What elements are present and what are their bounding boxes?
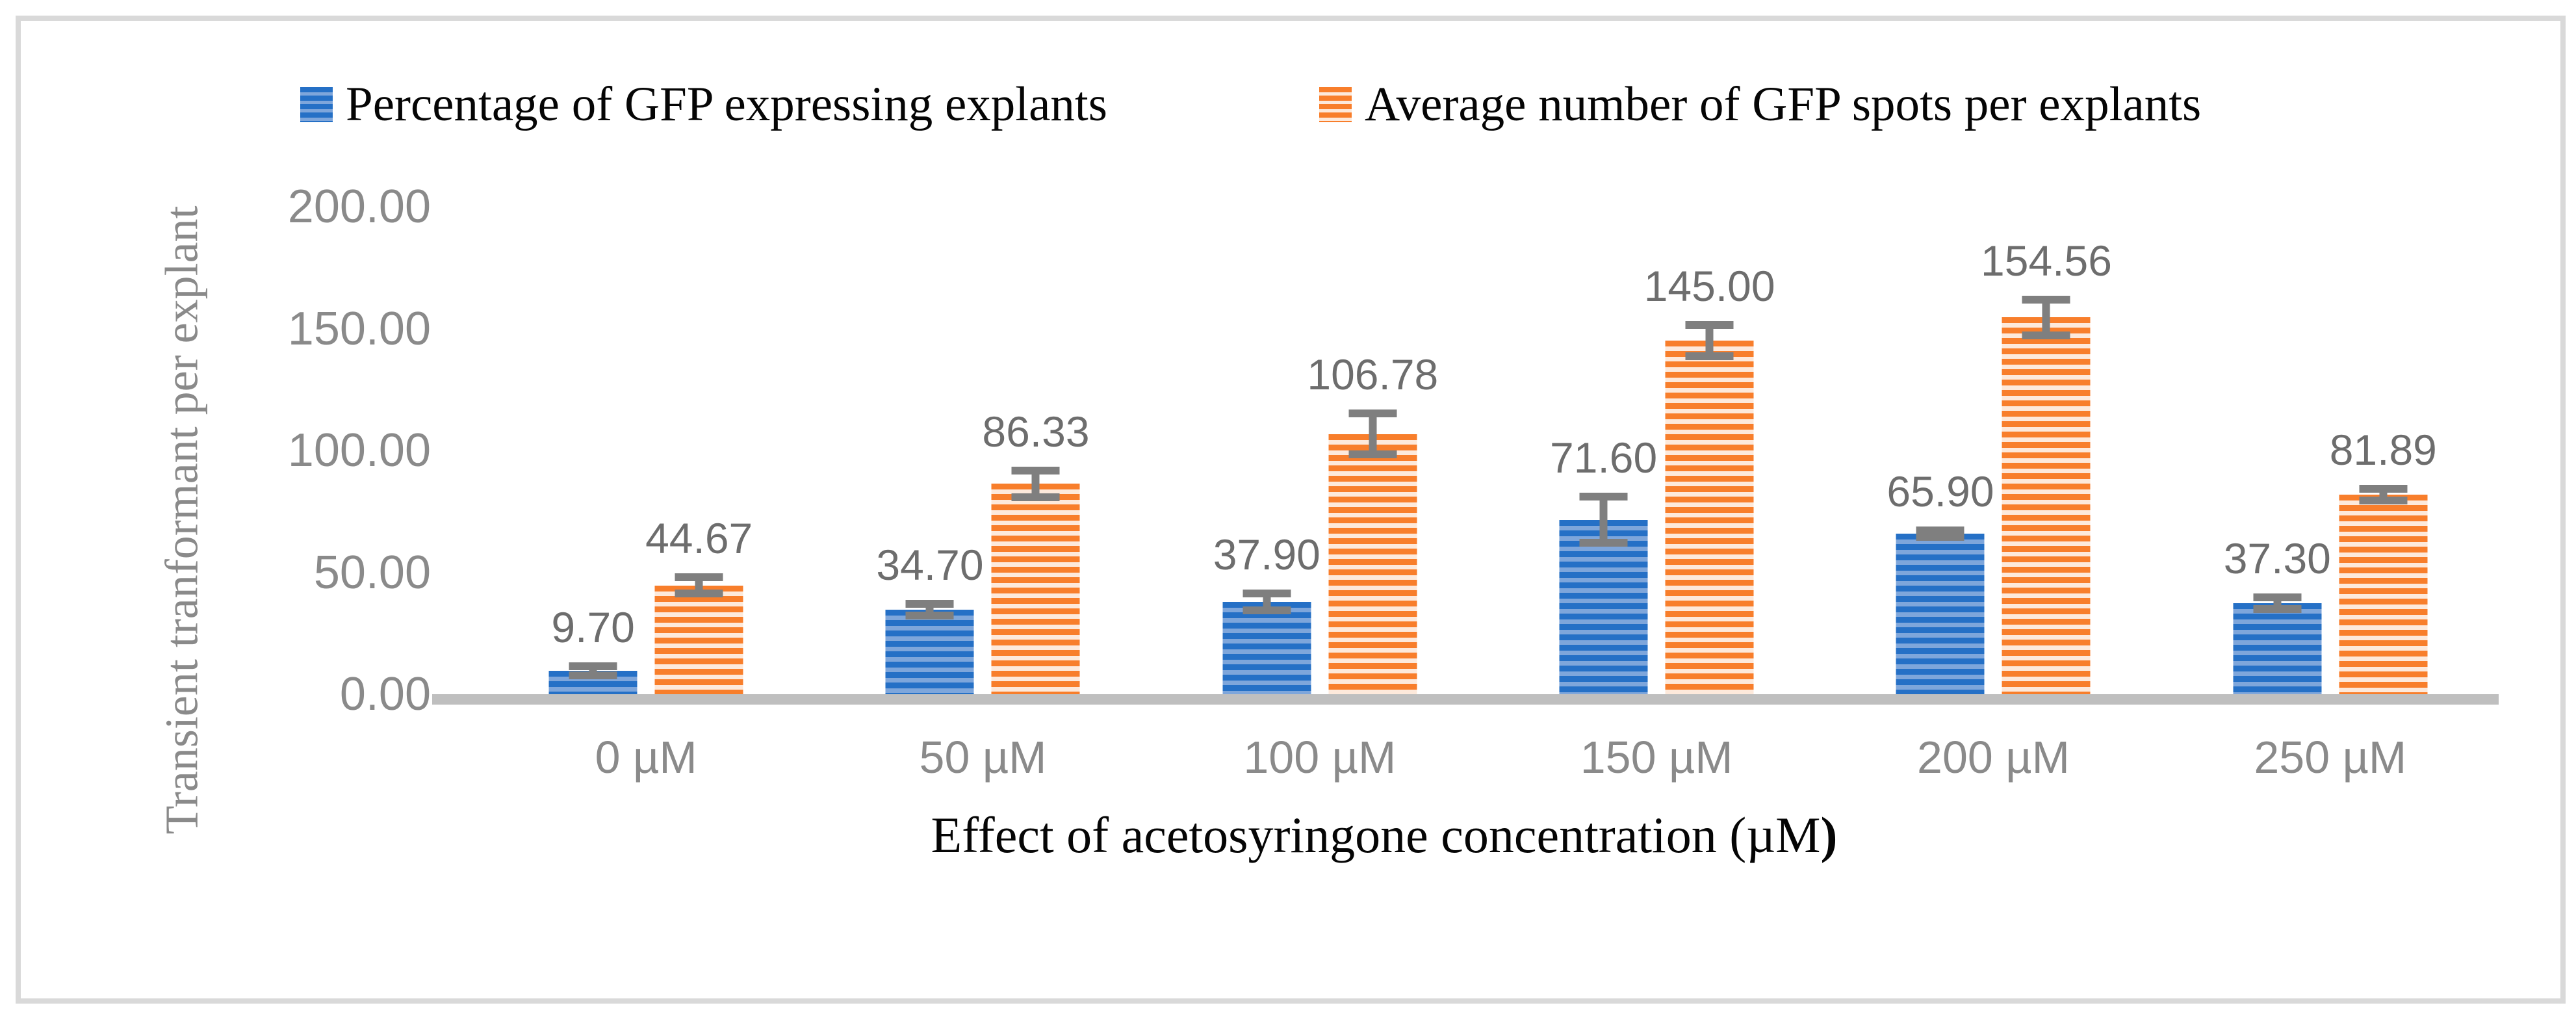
error-bar-part	[2253, 605, 2302, 614]
error-bar-part	[1243, 606, 1291, 614]
x-tick-label: 0 µM	[595, 732, 697, 783]
blue-striped-swatch-icon	[300, 87, 333, 122]
legend-label: Average number of GFP spots per explants	[1365, 77, 2202, 131]
y-tick-label: 100.00	[287, 424, 431, 476]
data-label: 37.30	[2223, 534, 2331, 583]
category-group: 37.90 106.78	[1152, 207, 1488, 694]
error-bar-part	[1348, 450, 1397, 459]
y-axis-title: Transient tranformant per explant	[155, 205, 208, 835]
data-label: 145.00	[1643, 262, 1775, 311]
error-bar-part	[569, 671, 617, 679]
error-bar	[1579, 493, 1628, 547]
error-bar-part	[2359, 496, 2408, 504]
error-bar	[1243, 590, 1291, 614]
bar-pair: 9.70 44.67	[548, 514, 753, 694]
x-tick-label: 150 µM	[1580, 732, 1733, 783]
x-axis-baseline	[432, 694, 2499, 705]
x-axis-title: Effect of acetosyringone concentration (…	[931, 806, 1838, 864]
legend-label: Percentage of GFP expressing explants	[346, 77, 1107, 131]
error-bar-part	[1031, 467, 1040, 501]
bar-pair: 65.90 154.56	[1887, 237, 2112, 694]
error-bar-part	[1369, 410, 1377, 459]
blue-bar: 37.90	[1213, 530, 1320, 694]
data-label: 9.70	[551, 603, 635, 651]
error-bar	[1011, 467, 1060, 501]
x-axis-title-text: Effect of acetosyringone concentration (…	[931, 807, 1821, 863]
bar-pair: 37.90 106.78	[1213, 350, 1438, 694]
y-tick-label: 150.00	[287, 302, 431, 355]
error-bar	[2253, 593, 2302, 614]
error-bar	[1916, 526, 1964, 541]
error-bar-part	[1685, 352, 1734, 361]
data-label: 86.33	[982, 408, 1090, 456]
error-bar	[1348, 410, 1397, 459]
x-tick-label: 250 µM	[2254, 732, 2407, 783]
orange-bar: 106.78	[1307, 350, 1438, 694]
error-bar	[675, 573, 723, 598]
blue-bar: 9.70	[548, 603, 638, 694]
bar-pair: 34.70 86.33	[876, 408, 1090, 694]
legend-item-gfp-explants: Percentage of GFP expressing explants	[300, 77, 1107, 133]
data-label: 106.78	[1307, 350, 1439, 399]
x-tick-label: 200 µM	[1917, 732, 2070, 783]
figure-border	[16, 16, 2566, 1004]
legend-item-gfp-spots: Average number of GFP spots per explants	[1319, 77, 2201, 133]
data-label: 71.60	[1550, 434, 1658, 482]
bar-pair: 71.60 145.00	[1550, 262, 1775, 694]
error-bar	[569, 662, 617, 679]
data-label: 34.70	[876, 540, 984, 589]
blue-bar: 65.90	[1887, 467, 1994, 694]
orange-bar: 154.56	[1981, 237, 2112, 694]
orange-bar: 86.33	[982, 408, 1090, 694]
plot-area: 9.70 44.67 34.70 86.33 37.90 106.78 71.60 145.0…	[448, 207, 2499, 694]
error-bar	[2022, 295, 2070, 340]
x-tick-label: 100 µM	[1243, 732, 1397, 783]
error-bar-part	[905, 611, 954, 619]
x-axis-title-suffix: )	[1820, 807, 1838, 863]
error-bar-part	[2042, 295, 2050, 340]
category-group: 9.70 44.67	[478, 207, 814, 694]
error-bar-part	[1579, 538, 1628, 547]
error-bar-part	[1916, 533, 1964, 541]
orange-bar: 44.67	[645, 514, 753, 694]
error-bar	[2359, 484, 2408, 504]
error-bar-part	[1599, 493, 1608, 547]
bar-pair: 37.30 81.89	[2224, 426, 2437, 694]
y-tick-label: 200.00	[287, 181, 431, 233]
error-bar-part	[1011, 493, 1060, 501]
error-bar	[905, 599, 954, 619]
blue-bar: 71.60	[1550, 434, 1657, 694]
y-tick-label: 50.00	[313, 546, 431, 599]
data-label: 81.89	[2329, 425, 2437, 474]
x-axis-tick-labels: 0 µM 50 µM 100 µM 150 µM 200 µM 250 µM	[448, 731, 2499, 783]
orange-bar: 81.89	[2330, 426, 2437, 694]
y-tick-label: 0.00	[339, 668, 431, 720]
error-bar-part	[675, 590, 723, 598]
blue-bar: 34.70	[876, 541, 984, 694]
error-bar	[1685, 321, 1734, 361]
category-group: 71.60 145.00	[1488, 207, 1825, 694]
data-label: 44.67	[645, 514, 753, 562]
data-label: 154.56	[1981, 236, 2112, 285]
orange-striped-swatch-icon	[1319, 87, 1352, 122]
orange-bar: 145.00	[1644, 262, 1775, 694]
error-bar-part	[1705, 321, 1714, 361]
blue-bar: 37.30	[2224, 534, 2331, 694]
x-tick-label: 50 µM	[919, 732, 1047, 783]
category-group: 37.30 81.89	[2162, 207, 2499, 694]
data-label: 65.90	[1887, 467, 1994, 515]
data-label: 37.90	[1213, 530, 1320, 579]
error-bar-part	[2022, 332, 2070, 340]
category-group: 34.70 86.33	[814, 207, 1151, 694]
category-group: 65.90 154.56	[1825, 207, 2161, 694]
